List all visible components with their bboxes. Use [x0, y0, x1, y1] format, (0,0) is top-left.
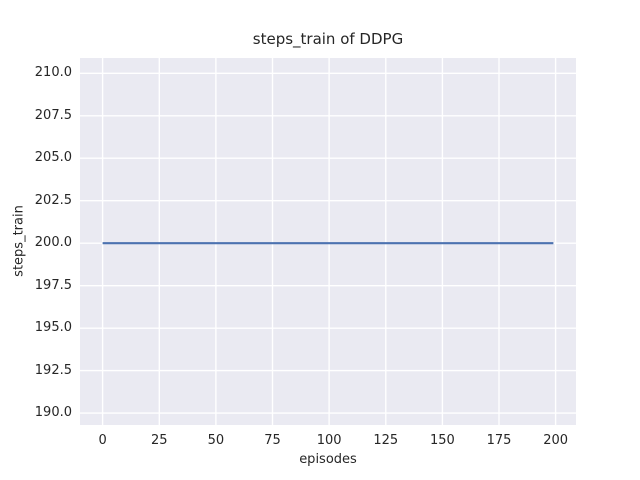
- chart-title: steps_train of DDPG: [252, 30, 404, 48]
- x-tick-label: 75: [264, 433, 281, 448]
- x-tick-label: 25: [150, 433, 168, 448]
- y-tick-label: 190.0: [34, 405, 72, 421]
- y-tick-label: 197.5: [34, 277, 72, 293]
- plot-area: [80, 58, 576, 425]
- y-tick-label: 195.0: [34, 320, 72, 336]
- x-tick-label: 50: [207, 433, 225, 448]
- x-tick-label: 100: [316, 433, 342, 448]
- y-tick-label: 207.5: [34, 107, 72, 123]
- y-tick-label: 202.5: [34, 192, 72, 208]
- x-tick-label: 0: [98, 433, 107, 448]
- x-axis-label: episodes: [299, 452, 357, 467]
- y-tick-label: 210.0: [34, 65, 72, 81]
- x-tick-label: 200: [543, 433, 569, 448]
- x-tick-label: 175: [486, 433, 512, 448]
- plot-canvas: [80, 58, 576, 425]
- y-tick-label: 205.0: [34, 150, 72, 166]
- x-tick-label: 150: [429, 433, 455, 448]
- y-tick-label: 192.5: [34, 362, 72, 378]
- x-tick-label: 125: [373, 433, 399, 448]
- y-tick-label: 200.0: [34, 235, 72, 251]
